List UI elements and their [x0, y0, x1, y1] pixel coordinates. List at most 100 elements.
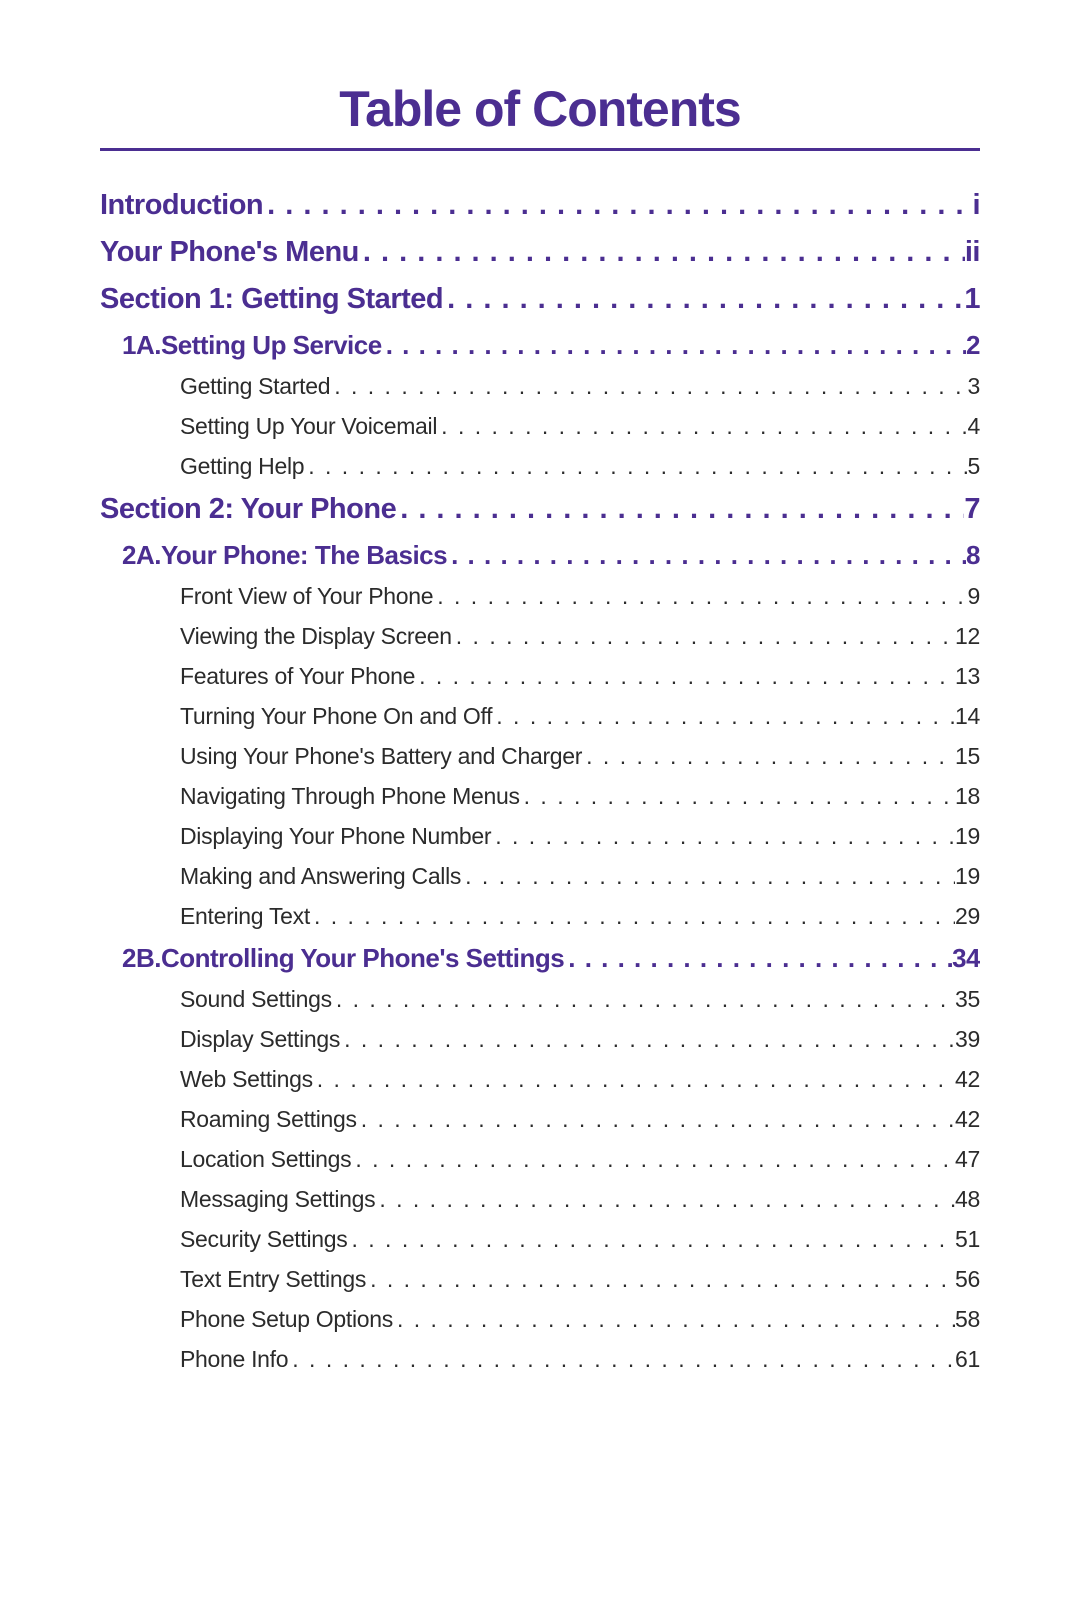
toc-leader-dots: . . . . . . . . . . . . . . . . . . . . … [433, 583, 967, 610]
toc-row: Introduction . . . . . . . . . . . . . .… [100, 189, 980, 222]
toc-prefix: 2A. [122, 540, 161, 571]
toc-label: Viewing the Display Screen [180, 623, 452, 650]
toc-page: 61 [955, 1346, 980, 1373]
toc-page: 19 [955, 863, 980, 890]
toc-row: Location Settings . . . . . . . . . . . … [180, 1146, 980, 1173]
toc-page: 42 [955, 1066, 980, 1093]
toc-row: Displaying Your Phone Number . . . . . .… [180, 823, 980, 850]
toc-row: 1A.Setting Up Service . . . . . . . . . … [122, 330, 980, 361]
toc-page: 7 [964, 493, 980, 526]
toc-prefix: 2B. [122, 943, 161, 974]
toc-row: Features of Your Phone . . . . . . . . .… [180, 663, 980, 690]
toc-row: Sound Settings . . . . . . . . . . . . .… [180, 986, 980, 1013]
toc-leader-dots: . . . . . . . . . . . . . . . . . . . . … [263, 189, 972, 222]
toc-label: Making and Answering Calls [180, 863, 461, 890]
toc-page: 56 [955, 1266, 980, 1293]
toc-row: Navigating Through Phone Menus . . . . .… [180, 783, 980, 810]
toc-label: Setting Up Your Voicemail [180, 413, 437, 440]
toc-label: Getting Started [180, 373, 330, 400]
toc-leader-dots: . . . . . . . . . . . . . . . . . . . . … [393, 1306, 955, 1333]
toc-leader-dots: . . . . . . . . . . . . . . . . . . . . … [520, 783, 955, 810]
toc-leader-dots: . . . . . . . . . . . . . . . . . . . . … [304, 453, 967, 480]
toc-row: 2A.Your Phone: The Basics . . . . . . . … [122, 540, 980, 571]
toc-leader-dots: . . . . . . . . . . . . . . . . . . . . … [443, 283, 964, 316]
toc-row: Web Settings . . . . . . . . . . . . . .… [180, 1066, 980, 1093]
toc-page: 14 [955, 703, 980, 730]
toc-row: Roaming Settings . . . . . . . . . . . .… [180, 1106, 980, 1133]
toc-label: Turning Your Phone On and Off [180, 703, 492, 730]
toc-leader-dots: . . . . . . . . . . . . . . . . . . . . … [582, 743, 955, 770]
toc-page: 9 [968, 583, 981, 610]
toc-leader-dots: . . . . . . . . . . . . . . . . . . . . … [375, 1186, 955, 1213]
toc-row: 2B.Controlling Your Phone's Settings . .… [122, 943, 980, 974]
toc-label: Section 2: Your Phone [100, 493, 396, 526]
toc-leader-dots: . . . . . . . . . . . . . . . . . . . . … [351, 1146, 955, 1173]
toc-prefix: 1A. [122, 330, 161, 361]
toc-leader-dots: . . . . . . . . . . . . . . . . . . . . … [310, 903, 955, 930]
toc-page: 18 [955, 783, 980, 810]
toc-leader-dots: . . . . . . . . . . . . . . . . . . . . … [415, 663, 955, 690]
page-title: Table of Contents [100, 80, 980, 138]
toc-leader-dots: . . . . . . . . . . . . . . . . . . . . … [359, 236, 965, 269]
toc-label: Getting Help [180, 453, 304, 480]
toc-label: Phone Info [180, 1346, 288, 1373]
toc-leader-dots: . . . . . . . . . . . . . . . . . . . . … [332, 986, 955, 1013]
toc-leader-dots: . . . . . . . . . . . . . . . . . . . . … [452, 623, 955, 650]
toc-page: 2 [966, 330, 980, 361]
toc-leader-dots: . . . . . . . . . . . . . . . . . . . . … [491, 823, 955, 850]
toc-page: 3 [968, 373, 981, 400]
toc-leader-dots: . . . . . . . . . . . . . . . . . . . . … [396, 493, 964, 526]
toc-page: 12 [955, 623, 980, 650]
toc-label: Controlling Your Phone's Settings [161, 943, 564, 974]
toc-label: Entering Text [180, 903, 310, 930]
toc-label: Roaming Settings [180, 1106, 357, 1133]
toc-label: Setting Up Service [161, 330, 382, 361]
toc-label: Security Settings [180, 1226, 347, 1253]
toc-page: 47 [955, 1146, 980, 1173]
toc-label: Location Settings [180, 1146, 351, 1173]
toc-label: Web Settings [180, 1066, 313, 1093]
toc-page: 58 [955, 1306, 980, 1333]
toc-row: Security Settings . . . . . . . . . . . … [180, 1226, 980, 1253]
toc-page: 48 [955, 1186, 980, 1213]
toc-label: Messaging Settings [180, 1186, 375, 1213]
toc-leader-dots: . . . . . . . . . . . . . . . . . . . . … [492, 703, 955, 730]
toc-leader-dots: . . . . . . . . . . . . . . . . . . . . … [461, 863, 955, 890]
toc-row: Text Entry Settings . . . . . . . . . . … [180, 1266, 980, 1293]
toc-row: Using Your Phone's Battery and Charger .… [180, 743, 980, 770]
toc-page: 4 [968, 413, 981, 440]
toc-label: Front View of Your Phone [180, 583, 433, 610]
toc-page: 35 [955, 986, 980, 1013]
toc-page: 1 [964, 283, 980, 316]
toc-page: 5 [968, 453, 981, 480]
title-rule [100, 148, 980, 151]
toc-leader-dots: . . . . . . . . . . . . . . . . . . . . … [357, 1106, 955, 1133]
toc-page: i [972, 189, 980, 222]
toc-leader-dots: . . . . . . . . . . . . . . . . . . . . … [330, 373, 967, 400]
toc-row: Phone Info . . . . . . . . . . . . . . .… [180, 1346, 980, 1373]
toc-label: Text Entry Settings [180, 1266, 366, 1293]
toc-label: Introduction [100, 189, 263, 222]
toc-label: Features of Your Phone [180, 663, 415, 690]
toc-page: 34 [952, 943, 980, 974]
toc-page: 29 [955, 903, 980, 930]
toc-page: ii [965, 236, 980, 269]
toc-label: Your Phone: The Basics [161, 540, 447, 571]
toc-row: Viewing the Display Screen . . . . . . .… [180, 623, 980, 650]
toc-page: 51 [955, 1226, 980, 1253]
toc-row: Entering Text . . . . . . . . . . . . . … [180, 903, 980, 930]
toc-leader-dots: . . . . . . . . . . . . . . . . . . . . … [564, 943, 952, 974]
toc-row: Turning Your Phone On and Off . . . . . … [180, 703, 980, 730]
toc-label: Phone Setup Options [180, 1306, 393, 1333]
toc-label: Navigating Through Phone Menus [180, 783, 520, 810]
toc-leader-dots: . . . . . . . . . . . . . . . . . . . . … [437, 413, 967, 440]
toc-leader-dots: . . . . . . . . . . . . . . . . . . . . … [340, 1026, 955, 1053]
toc-leader-dots: . . . . . . . . . . . . . . . . . . . . … [382, 330, 966, 361]
toc-row: Front View of Your Phone . . . . . . . .… [180, 583, 980, 610]
toc-page: 19 [955, 823, 980, 850]
toc-row: Getting Started . . . . . . . . . . . . … [180, 373, 980, 400]
toc-row: Messaging Settings . . . . . . . . . . .… [180, 1186, 980, 1213]
toc-row: Section 1: Getting Started . . . . . . .… [100, 283, 980, 316]
toc-page: 42 [955, 1106, 980, 1133]
toc-label: Section 1: Getting Started [100, 283, 443, 316]
